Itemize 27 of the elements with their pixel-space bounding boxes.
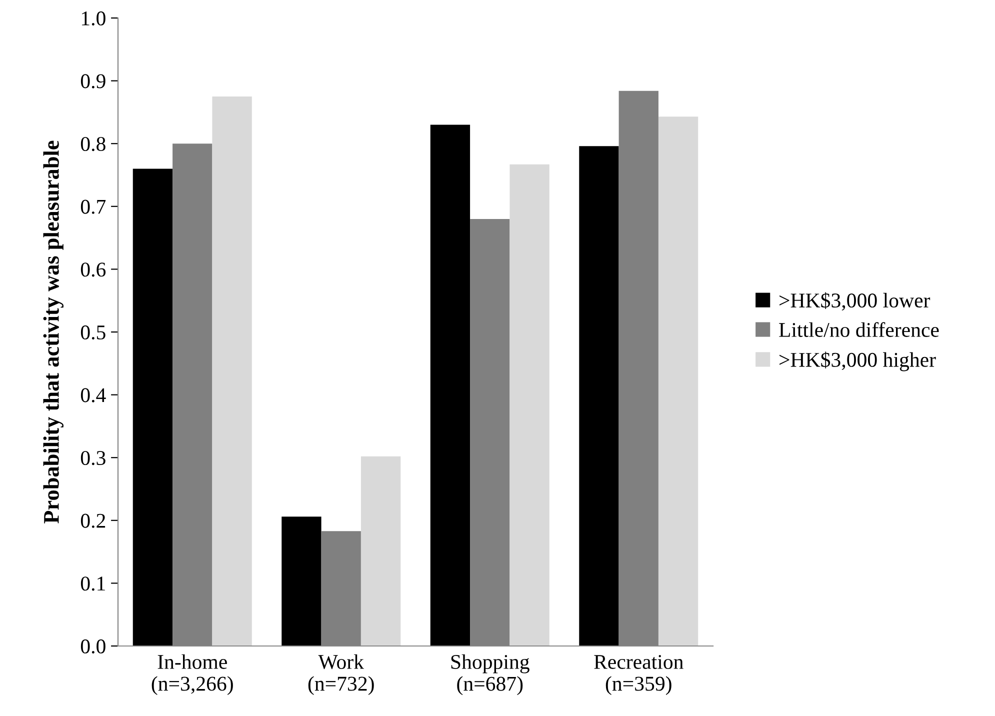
bar (658, 116, 698, 646)
bar (430, 124, 470, 646)
y-tick-label: 0.5 (80, 325, 106, 340)
x-tick-label: Shopping (n=687) (451, 654, 530, 696)
y-tick-label: 0.4 (80, 388, 106, 402)
bar (579, 146, 619, 646)
legend-label: >HK$3,000 lower (780, 292, 930, 311)
y-tick-label: 0.0 (80, 639, 106, 654)
bar (510, 164, 550, 646)
bar (132, 168, 173, 646)
x-tick-label: Recreation (n=359) (594, 654, 684, 696)
bar (212, 96, 252, 646)
y-tick-label: 0.6 (80, 262, 106, 277)
x-tick-label: In-home (n=3,266) (152, 654, 233, 696)
y-tick-label: 0.7 (80, 200, 106, 214)
y-tick-label: 0.1 (80, 576, 105, 591)
y-tick-label: 0.9 (80, 74, 106, 88)
bar (282, 516, 322, 646)
legend-label: Little/no difference (779, 322, 939, 337)
legend-label: >HK$3,000 higher (780, 352, 936, 372)
bar (360, 456, 401, 646)
y-tick-label: 0.2 (80, 514, 106, 528)
y-tick-label: 0.8 (80, 136, 106, 152)
y-axis-title: Probability that activity was pleasurable (43, 140, 64, 524)
y-tick-label: 1.0 (82, 11, 106, 26)
y-tick-label: 0.3 (80, 450, 106, 466)
x-tick-label: Work (n=732) (308, 654, 374, 696)
